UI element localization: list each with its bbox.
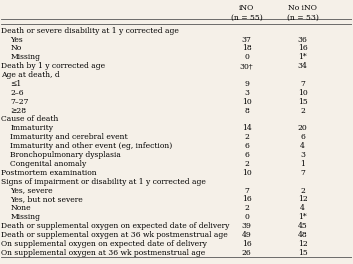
Text: Signs of impairment or disability at 1 y corrected age: Signs of impairment or disability at 1 y… <box>1 178 206 186</box>
Text: 7: 7 <box>300 80 305 88</box>
Text: 45: 45 <box>298 222 307 230</box>
Text: 1*: 1* <box>298 213 307 221</box>
Text: 49: 49 <box>242 231 251 239</box>
Text: Immaturity and cerebral event: Immaturity and cerebral event <box>10 133 128 141</box>
Text: Immaturity and other event (eg, infection): Immaturity and other event (eg, infectio… <box>10 142 172 150</box>
Text: 26: 26 <box>242 249 251 257</box>
Text: 6: 6 <box>244 151 249 159</box>
Text: 4: 4 <box>300 142 305 150</box>
Text: Death by 1 y corrected age: Death by 1 y corrected age <box>1 62 106 70</box>
Text: 1*: 1* <box>298 53 307 61</box>
Text: 16: 16 <box>298 44 307 53</box>
Text: 7–27: 7–27 <box>10 98 29 106</box>
Text: 3: 3 <box>244 89 249 97</box>
Text: Yes, but not severe: Yes, but not severe <box>10 195 83 203</box>
Text: 10: 10 <box>242 98 251 106</box>
Text: 2: 2 <box>300 187 305 195</box>
Text: Yes: Yes <box>10 36 23 44</box>
Text: On supplemental oxygen on expected date of delivery: On supplemental oxygen on expected date … <box>1 240 207 248</box>
Text: 7: 7 <box>244 187 249 195</box>
Text: 0: 0 <box>244 53 249 61</box>
Text: 37: 37 <box>241 36 251 44</box>
Text: 12: 12 <box>298 195 307 203</box>
Text: 18: 18 <box>242 44 251 53</box>
Text: No: No <box>10 44 22 53</box>
Text: 34: 34 <box>298 62 307 70</box>
Text: 20: 20 <box>298 124 307 132</box>
Text: ≥28: ≥28 <box>10 107 26 115</box>
Text: Death or severe disability at 1 y corrected age: Death or severe disability at 1 y correc… <box>1 27 179 35</box>
Text: 3: 3 <box>300 151 305 159</box>
Text: Age at death, d: Age at death, d <box>1 71 60 79</box>
Text: iNO
(n = 55): iNO (n = 55) <box>231 4 262 22</box>
Text: 6: 6 <box>300 133 305 141</box>
Text: Yes, severe: Yes, severe <box>10 187 53 195</box>
Text: Death or supplemental oxygen on expected date of delivery: Death or supplemental oxygen on expected… <box>1 222 230 230</box>
Text: 15: 15 <box>298 249 307 257</box>
Text: 6: 6 <box>244 142 249 150</box>
Text: Bronchopulmonary dysplasia: Bronchopulmonary dysplasia <box>10 151 121 159</box>
Text: ≤1: ≤1 <box>10 80 22 88</box>
Text: 16: 16 <box>242 240 251 248</box>
Text: 2: 2 <box>300 107 305 115</box>
Text: Death or supplemental oxygen at 36 wk postmenstrual age: Death or supplemental oxygen at 36 wk po… <box>1 231 228 239</box>
Text: 14: 14 <box>242 124 251 132</box>
Text: 10: 10 <box>242 169 251 177</box>
Text: 8: 8 <box>244 107 249 115</box>
Text: 10: 10 <box>298 89 307 97</box>
Text: 30†: 30† <box>240 62 253 70</box>
Text: 36: 36 <box>298 36 307 44</box>
Text: 2: 2 <box>244 160 249 168</box>
Text: Missing: Missing <box>10 53 40 61</box>
Text: None: None <box>10 204 31 212</box>
Text: Missing: Missing <box>10 213 40 221</box>
Text: 9: 9 <box>244 80 249 88</box>
Text: 48: 48 <box>298 231 307 239</box>
Text: 2–6: 2–6 <box>10 89 24 97</box>
Text: 7: 7 <box>300 169 305 177</box>
Text: Immaturity: Immaturity <box>10 124 53 132</box>
Text: Postmortem examination: Postmortem examination <box>1 169 97 177</box>
Text: 1: 1 <box>300 160 305 168</box>
Text: 12: 12 <box>298 240 307 248</box>
Text: 39: 39 <box>241 222 251 230</box>
Text: 16: 16 <box>242 195 251 203</box>
Text: 2: 2 <box>244 204 249 212</box>
Text: No iNO
(n = 53): No iNO (n = 53) <box>287 4 318 22</box>
Text: 15: 15 <box>298 98 307 106</box>
Text: Congenital anomaly: Congenital anomaly <box>10 160 86 168</box>
Text: 2: 2 <box>244 133 249 141</box>
Text: Cause of death: Cause of death <box>1 115 59 124</box>
Text: 0: 0 <box>244 213 249 221</box>
Text: 4: 4 <box>300 204 305 212</box>
Text: On supplemental oxygen at 36 wk postmenstrual age: On supplemental oxygen at 36 wk postmens… <box>1 249 206 257</box>
